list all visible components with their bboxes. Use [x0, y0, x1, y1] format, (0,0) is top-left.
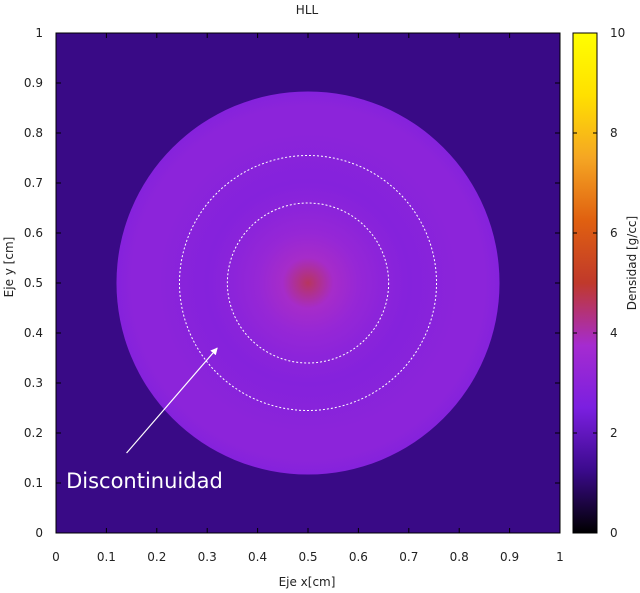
x-tick-label: 0.9 [500, 550, 519, 564]
x-tick-label: 0.1 [97, 550, 116, 564]
colorbar-tick-label: 6 [610, 226, 618, 240]
x-axis-ticks: 0 0.1 0.2 0.3 0.4 0.5 0.6 0.7 0.8 0.9 1 [52, 33, 564, 564]
colorbar-tick-label: 10 [610, 26, 625, 40]
x-tick-label: 0.8 [450, 550, 469, 564]
x-tick-label: 0.3 [198, 550, 217, 564]
dashed-circle-2 [178, 155, 438, 411]
colorbar-label: Densidad [g/cc] [625, 216, 639, 310]
y-tick-label: 0.2 [24, 426, 43, 440]
y-axis-ticks: 0 0.1 0.2 0.3 0.4 0.5 0.6 0.7 0.8 0.9 1 [24, 26, 560, 540]
y-tick-label: 0.4 [24, 326, 43, 340]
colorbar-tick-label: 4 [610, 326, 618, 340]
x-tick-label: 0.5 [298, 550, 317, 564]
x-tick-label: 0 [52, 550, 60, 564]
colorbar-tick-label: 2 [610, 426, 618, 440]
y-tick-label: 1 [35, 26, 43, 40]
x-axis-label: Eje x[cm] [279, 575, 336, 589]
dashed-circle-1 [226, 202, 390, 364]
density-blob [116, 91, 500, 475]
y-tick-label: 0.6 [24, 226, 43, 240]
dashed-circles [178, 155, 438, 411]
y-tick-label: 0.3 [24, 376, 43, 390]
y-tick-label: 0 [35, 526, 43, 540]
y-tick-label: 0.5 [24, 276, 43, 290]
x-tick-label: 0.4 [248, 550, 267, 564]
annotation-label: Discontinuidad [66, 469, 223, 493]
y-tick-label: 0.1 [24, 476, 43, 490]
x-tick-label: 1 [556, 550, 564, 564]
colorbar-tick-label: 0 [610, 526, 618, 540]
x-tick-label: 0.6 [349, 550, 368, 564]
y-tick-label: 0.9 [24, 76, 43, 90]
y-axis-label: Eje y [cm] [2, 237, 16, 298]
colorbar-ticks: 0 2 4 6 8 10 [573, 26, 625, 540]
chart-title: HLL [296, 3, 319, 17]
colorbar [572, 32, 598, 534]
y-tick-label: 0.7 [24, 176, 43, 190]
annotation-arrow [126, 347, 218, 454]
y-tick-label: 0.8 [24, 126, 43, 140]
x-tick-label: 0.2 [147, 550, 166, 564]
colorbar-tick-label: 8 [610, 126, 618, 140]
x-tick-label: 0.7 [399, 550, 418, 564]
